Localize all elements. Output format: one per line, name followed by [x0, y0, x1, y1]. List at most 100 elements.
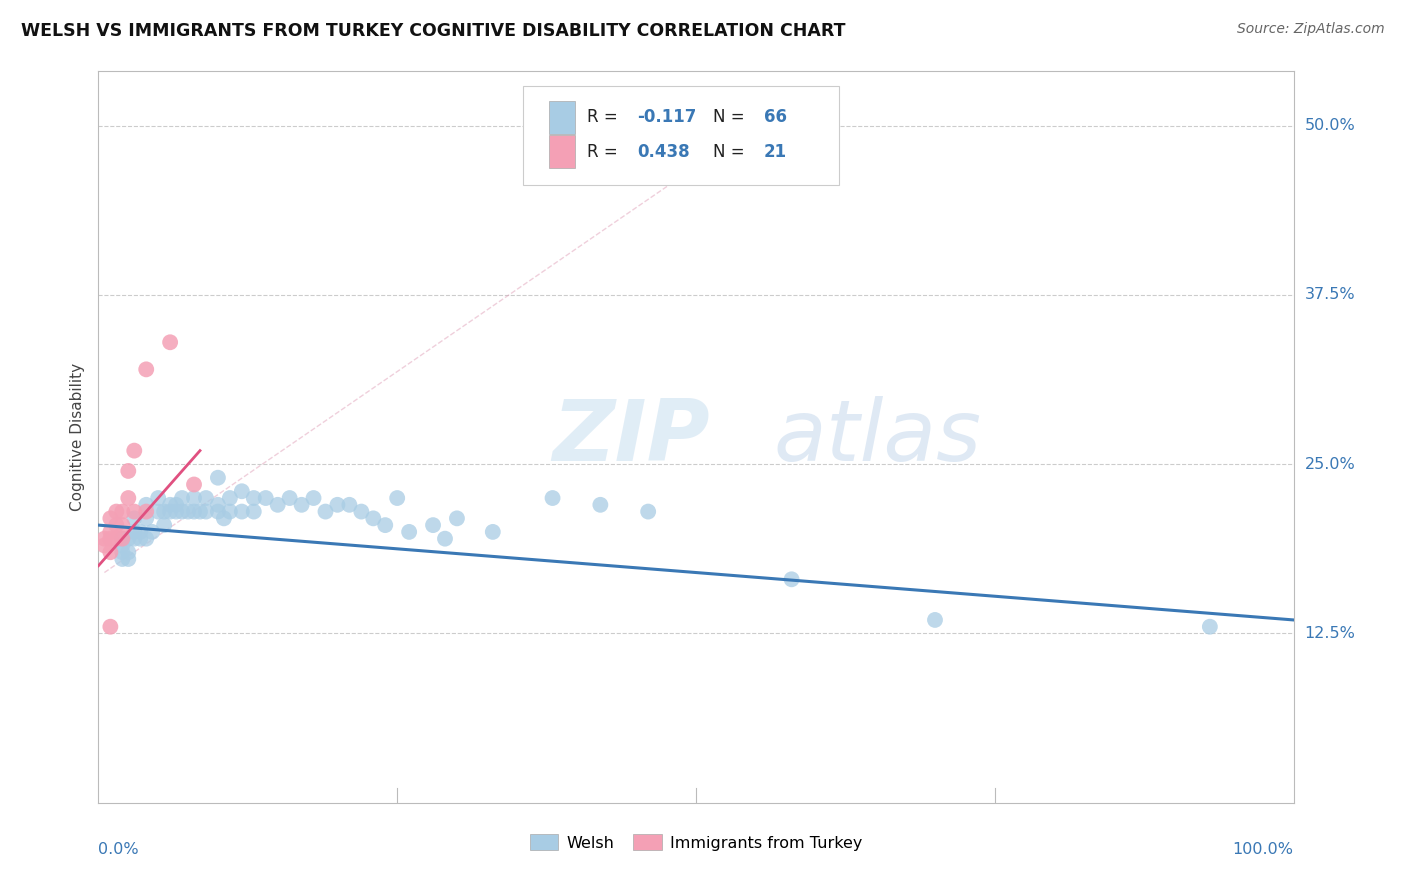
Point	[159, 335, 181, 350]
Point	[219, 491, 242, 505]
Point	[924, 613, 946, 627]
Point	[135, 532, 157, 546]
Point	[153, 518, 176, 533]
Point	[326, 498, 349, 512]
Text: 0.438: 0.438	[637, 143, 690, 161]
Point	[385, 491, 409, 505]
Text: WELSH VS IMMIGRANTS FROM TURKEY COGNITIVE DISABILITY CORRELATION CHART: WELSH VS IMMIGRANTS FROM TURKEY COGNITIV…	[21, 22, 845, 40]
Point	[111, 532, 134, 546]
Point	[207, 505, 229, 519]
Point	[363, 511, 385, 525]
Point	[129, 524, 152, 539]
Point	[207, 471, 229, 485]
Point	[93, 532, 115, 546]
FancyBboxPatch shape	[523, 86, 839, 185]
Point	[148, 491, 170, 505]
FancyBboxPatch shape	[548, 101, 575, 134]
Point	[111, 518, 134, 533]
Point	[153, 505, 176, 519]
Point	[98, 545, 122, 559]
Point	[291, 498, 314, 512]
Point	[117, 491, 139, 505]
Point	[105, 518, 128, 533]
Point	[124, 532, 146, 546]
Point	[135, 505, 157, 519]
Text: 25.0%: 25.0%	[1305, 457, 1355, 472]
Point	[111, 532, 134, 546]
Point	[1199, 620, 1222, 634]
Point	[446, 511, 468, 525]
Point	[589, 498, 612, 512]
Point	[165, 505, 187, 519]
Point	[124, 511, 146, 525]
Text: R =: R =	[588, 143, 623, 161]
Point	[141, 524, 163, 539]
Point	[339, 498, 361, 512]
Point	[117, 532, 139, 546]
Text: 66: 66	[763, 109, 787, 127]
Point	[780, 572, 803, 586]
Point	[254, 491, 277, 505]
Point	[231, 484, 253, 499]
Text: 37.5%: 37.5%	[1305, 287, 1355, 302]
Text: 12.5%: 12.5%	[1305, 626, 1355, 641]
Point	[541, 491, 564, 505]
Point	[135, 498, 157, 512]
Point	[267, 498, 290, 512]
Text: Source: ZipAtlas.com: Source: ZipAtlas.com	[1237, 22, 1385, 37]
Point	[212, 511, 235, 525]
Point	[315, 505, 337, 519]
Point	[135, 511, 157, 525]
Point	[105, 532, 128, 546]
Point	[111, 552, 134, 566]
Point	[172, 505, 194, 519]
Point	[98, 532, 122, 546]
Point	[117, 464, 139, 478]
Point	[159, 505, 181, 519]
Text: -0.117: -0.117	[637, 109, 697, 127]
Point	[148, 505, 170, 519]
FancyBboxPatch shape	[548, 136, 575, 169]
Point	[124, 443, 146, 458]
Point	[98, 524, 122, 539]
Point	[398, 524, 420, 539]
Point	[172, 491, 194, 505]
Point	[195, 505, 218, 519]
Point	[129, 532, 152, 546]
Point	[278, 491, 301, 505]
Point	[195, 491, 218, 505]
Text: 21: 21	[763, 143, 787, 161]
Point	[183, 477, 205, 491]
Point	[135, 362, 157, 376]
Point	[105, 505, 128, 519]
Point	[350, 505, 373, 519]
Point	[111, 545, 134, 559]
Point	[93, 538, 115, 552]
Point	[165, 498, 187, 512]
Point	[111, 505, 134, 519]
Point	[177, 505, 200, 519]
Point	[183, 491, 205, 505]
Point	[219, 505, 242, 519]
Point	[98, 511, 122, 525]
Point	[231, 505, 253, 519]
Point	[188, 505, 211, 519]
Text: N =: N =	[713, 109, 749, 127]
Text: 100.0%: 100.0%	[1233, 842, 1294, 856]
Point	[637, 505, 659, 519]
Point	[481, 524, 505, 539]
Point	[422, 518, 444, 533]
Point	[124, 524, 146, 539]
Text: ZIP: ZIP	[553, 395, 710, 479]
Legend: Welsh, Immigrants from Turkey: Welsh, Immigrants from Turkey	[523, 828, 869, 857]
Point	[434, 532, 457, 546]
Text: R =: R =	[588, 109, 623, 127]
Point	[302, 491, 325, 505]
Point	[243, 505, 266, 519]
Point	[207, 498, 229, 512]
Point	[124, 505, 146, 519]
Point	[243, 491, 266, 505]
Point	[374, 518, 396, 533]
Point	[98, 620, 122, 634]
Text: 50.0%: 50.0%	[1305, 118, 1355, 133]
